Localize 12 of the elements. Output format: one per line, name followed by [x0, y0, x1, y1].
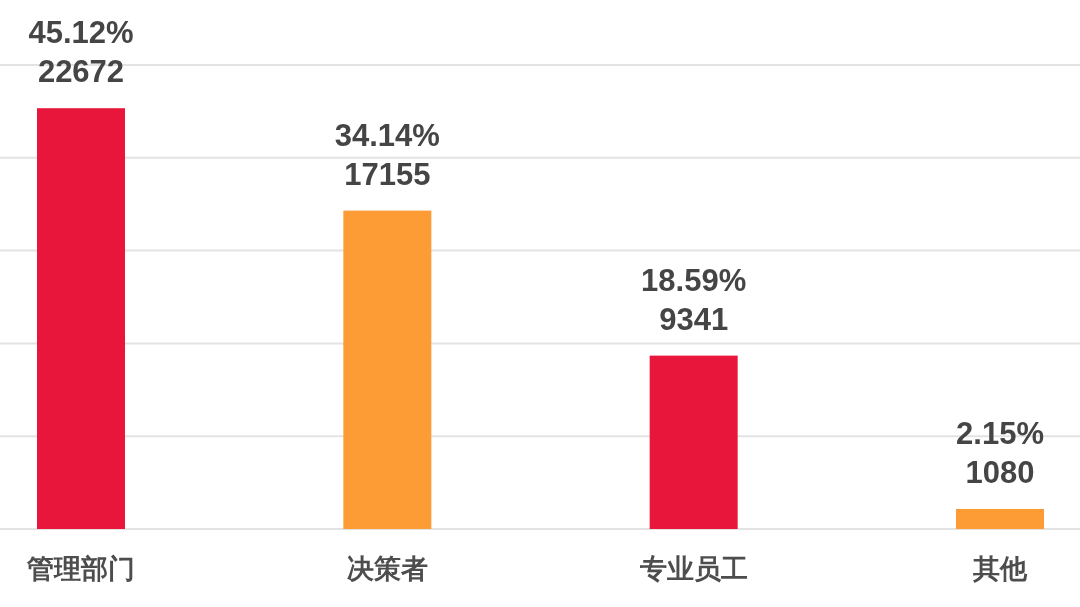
- data-label: 45.12% 22672: [28, 15, 134, 90]
- bar: [37, 108, 125, 529]
- data-label: 2.15% 1080: [956, 415, 1044, 490]
- bar: [649, 355, 738, 529]
- x-tick-label: 管理部门: [26, 554, 135, 584]
- x-tick-label: 决策者: [346, 554, 428, 584]
- x-tick-label: 专业员工: [638, 554, 748, 584]
- bar: [343, 210, 432, 529]
- data-label: 34.14% 17155: [334, 117, 440, 192]
- x-tick-label: 其他: [972, 554, 1028, 584]
- data-label: 18.59% 9341: [641, 262, 747, 337]
- bar: [956, 508, 1044, 529]
